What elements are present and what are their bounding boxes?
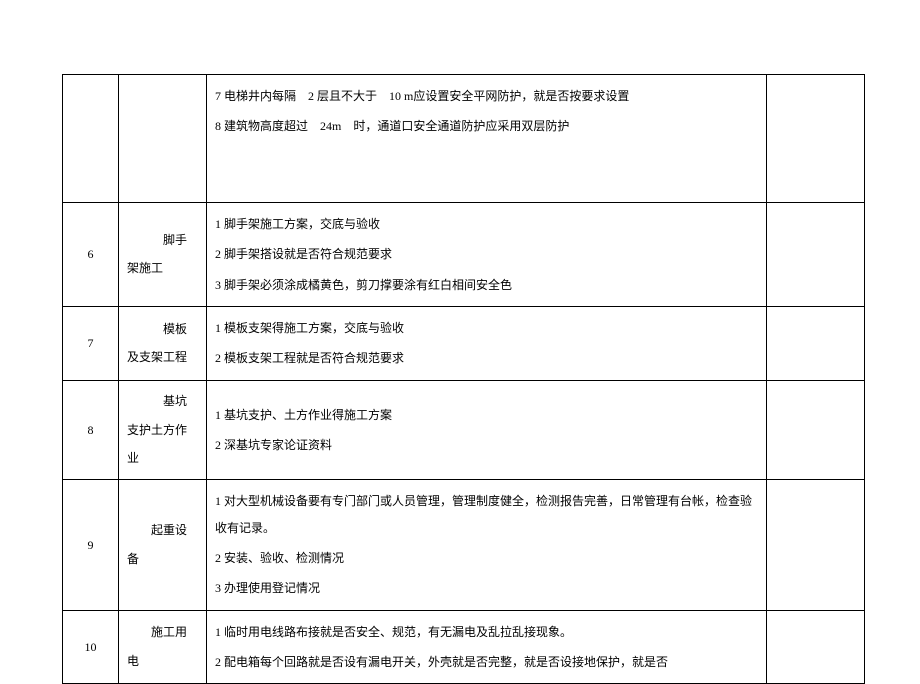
content-line: 2 安装、验收、检测情况 xyxy=(215,543,758,573)
content-line: 2 深基坑专家论证资料 xyxy=(215,430,758,460)
cell-category: 基坑支护土方作业 xyxy=(119,380,207,479)
document-page: 7 电梯井内每隔 2 层且不大于 10 m应设置安全平网防护，就是否按要求设置 … xyxy=(0,0,920,651)
cell-category: 模板及支架工程 xyxy=(119,306,207,380)
table-row: 9 起重设备 1 对大型机械设备要有专门部门或人员管理，管理制度健全，检测报告完… xyxy=(63,480,865,611)
content-line: 1 对大型机械设备要有专门部门或人员管理，管理制度健全，检测报告完善，日常管理有… xyxy=(215,486,758,543)
cell-remark xyxy=(767,75,865,203)
cell-no: 10 xyxy=(63,610,119,684)
cell-remark xyxy=(767,480,865,611)
table-row: 7 模板及支架工程 1 模板支架得施工方案，交底与验收 2 模板支架工程就是否符… xyxy=(63,306,865,380)
content-line: 3 办理使用登记情况 xyxy=(215,573,758,603)
cell-remark xyxy=(767,610,865,684)
cell-no: 7 xyxy=(63,306,119,380)
content-line: 1 临时用电线路布接就是否安全、规范，有无漏电及乱拉乱接现象。 xyxy=(215,617,758,647)
cell-category xyxy=(119,75,207,203)
content-line: 2 脚手架搭设就是否符合规范要求 xyxy=(215,239,758,269)
cell-no: 8 xyxy=(63,380,119,479)
cell-content: 7 电梯井内每隔 2 层且不大于 10 m应设置安全平网防护，就是否按要求设置 … xyxy=(207,75,767,203)
cell-remark xyxy=(767,306,865,380)
content-line: 1 脚手架施工方案，交底与验收 xyxy=(215,209,758,239)
content-line: 7 电梯井内每隔 2 层且不大于 10 m应设置安全平网防护，就是否按要求设置 xyxy=(215,81,758,111)
inspection-table: 7 电梯井内每隔 2 层且不大于 10 m应设置安全平网防护，就是否按要求设置 … xyxy=(62,74,865,684)
table-row: 8 基坑支护土方作业 1 基坑支护、土方作业得施工方案 2 深基坑专家论证资料 xyxy=(63,380,865,479)
cell-content: 1 模板支架得施工方案，交底与验收 2 模板支架工程就是否符合规范要求 xyxy=(207,306,767,380)
table-row: 6 脚手架施工 1 脚手架施工方案，交底与验收 2 脚手架搭设就是否符合规范要求… xyxy=(63,202,865,306)
content-line: 1 模板支架得施工方案，交底与验收 xyxy=(215,313,758,343)
cell-remark xyxy=(767,380,865,479)
content-line: 8 建筑物高度超过 24m 时，通道口安全通道防护应采用双层防护 xyxy=(215,111,758,141)
cell-category: 起重设备 xyxy=(119,480,207,611)
content-line: 2 配电箱每个回路就是否设有漏电开关，外壳就是否完整，就是否设接地保护，就是否 xyxy=(215,647,758,677)
content-line: 2 模板支架工程就是否符合规范要求 xyxy=(215,343,758,373)
cell-no: 9 xyxy=(63,480,119,611)
content-line: 3 脚手架必须涂成橘黄色，剪刀撑要涂有红白相间安全色 xyxy=(215,270,758,300)
cell-content: 1 脚手架施工方案，交底与验收 2 脚手架搭设就是否符合规范要求 3 脚手架必须… xyxy=(207,202,767,306)
content-line: 1 基坑支护、土方作业得施工方案 xyxy=(215,400,758,430)
cell-content: 1 临时用电线路布接就是否安全、规范，有无漏电及乱拉乱接现象。 2 配电箱每个回… xyxy=(207,610,767,684)
cell-category: 施工用电 xyxy=(119,610,207,684)
cell-no: 6 xyxy=(63,202,119,306)
cell-remark xyxy=(767,202,865,306)
cell-no xyxy=(63,75,119,203)
cell-content: 1 基坑支护、土方作业得施工方案 2 深基坑专家论证资料 xyxy=(207,380,767,479)
cell-category: 脚手架施工 xyxy=(119,202,207,306)
cell-content: 1 对大型机械设备要有专门部门或人员管理，管理制度健全，检测报告完善，日常管理有… xyxy=(207,480,767,611)
table-row: 7 电梯井内每隔 2 层且不大于 10 m应设置安全平网防护，就是否按要求设置 … xyxy=(63,75,865,203)
table-row: 10 施工用电 1 临时用电线路布接就是否安全、规范，有无漏电及乱拉乱接现象。 … xyxy=(63,610,865,684)
